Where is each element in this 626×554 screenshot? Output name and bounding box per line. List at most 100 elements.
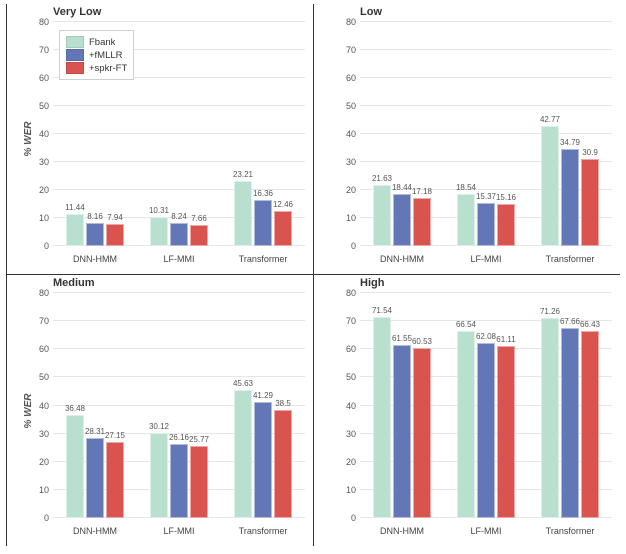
y-tick: 10 <box>338 485 356 495</box>
y-tick: 60 <box>31 73 49 83</box>
panel-high: High0102030405060708071.5461.5560.5366.5… <box>313 275 620 546</box>
bar-value-label: 17.18 <box>412 187 432 196</box>
panel-title: Medium <box>53 277 95 289</box>
bar: 34.79 <box>561 149 579 246</box>
bar: 27.15 <box>106 442 124 518</box>
y-tick: 80 <box>338 17 356 27</box>
y-tick: 40 <box>338 401 356 411</box>
y-tick: 60 <box>31 344 49 354</box>
bar: 7.66 <box>190 225 208 246</box>
y-tick: 30 <box>338 157 356 167</box>
legend: Fbank+fMLLR+spkr-FT <box>59 30 134 80</box>
y-tick: 80 <box>31 17 49 27</box>
bar: 66.43 <box>581 331 599 518</box>
bar-group: 36.4828.3127.15 <box>53 293 137 518</box>
bar-value-label: 23.21 <box>233 170 253 179</box>
bar-value-label: 25.77 <box>189 435 209 444</box>
y-tick: 40 <box>31 129 49 139</box>
bar-value-label: 71.54 <box>372 306 392 315</box>
bar-group: 21.6318.4417.18 <box>360 22 444 246</box>
bar-group: 30.1226.1625.77 <box>137 293 221 518</box>
bar-value-label: 16.36 <box>253 189 273 198</box>
y-tick: 0 <box>31 513 49 523</box>
y-tick: 40 <box>338 129 356 139</box>
y-tick: 20 <box>338 457 356 467</box>
y-axis-ticks: 01020304050607080 <box>340 293 358 518</box>
y-tick: 50 <box>31 101 49 111</box>
x-axis-ticks: DNN-HMMLF-MMITransformer <box>53 254 305 264</box>
bar: 25.77 <box>190 446 208 518</box>
y-tick: 20 <box>31 185 49 195</box>
bar: 8.16 <box>86 223 104 246</box>
bar: 62.08 <box>477 343 495 518</box>
x-tick: Transformer <box>221 526 305 536</box>
y-tick: 10 <box>31 485 49 495</box>
y-tick: 70 <box>338 316 356 326</box>
bar-group: 18.5415.3715.16 <box>444 22 528 246</box>
panel-title: High <box>360 277 384 289</box>
bar-group: 23.21 16.3612.46 <box>221 22 305 246</box>
bar-value-label: 12.46 <box>273 200 293 209</box>
plot-area: 71.5461.5560.5366.5462.0861.1171.2667.66… <box>360 293 612 518</box>
panel-medium: Medium% WER0102030405060708036.4828.3127… <box>6 275 313 546</box>
y-tick: 60 <box>338 344 356 354</box>
bar-group: 42.7734.7930.9 <box>528 22 612 246</box>
y-tick: 70 <box>31 45 49 55</box>
bar-value-label: 8.24 <box>171 212 187 221</box>
panel-low: Low0102030405060708021.6318.4417.1818.54… <box>313 4 620 275</box>
y-tick: 0 <box>338 241 356 251</box>
bar: 28.31 <box>86 438 104 518</box>
bar: 30.12 <box>150 433 168 518</box>
bar-value-label: 8.16 <box>87 212 103 221</box>
bar-value-label: 66.54 <box>456 320 476 329</box>
y-tick: 70 <box>31 316 49 326</box>
y-axis-ticks: 01020304050607080 <box>340 22 358 246</box>
bar-value-label: 67.66 <box>560 317 580 326</box>
y-tick: 80 <box>338 288 356 298</box>
y-tick: 40 <box>31 401 49 411</box>
x-axis-ticks: DNN-HMMLF-MMITransformer <box>360 254 612 264</box>
bar: 7.94 <box>106 224 124 246</box>
bar-value-label: 27.15 <box>105 431 125 440</box>
bar: 30.9 <box>581 159 599 246</box>
y-tick: 0 <box>338 513 356 523</box>
bar-value-label: 18.54 <box>456 183 476 192</box>
y-axis-ticks: 01020304050607080 <box>33 293 51 518</box>
bar-group: 66.54 62.0861.11 <box>444 293 528 518</box>
x-axis-ticks: DNN-HMMLF-MMITransformer <box>53 526 305 536</box>
bar-value-label: 36.48 <box>65 404 85 413</box>
y-tick: 60 <box>338 73 356 83</box>
y-tick: 80 <box>31 288 49 298</box>
legend-item: +spkr-FT <box>66 62 127 74</box>
y-tick: 20 <box>338 185 356 195</box>
bar-value-label: 10.31 <box>149 206 169 215</box>
bar-value-label: 18.44 <box>392 183 412 192</box>
bar-value-label: 45.63 <box>233 379 253 388</box>
bar: 36.48 <box>66 415 84 518</box>
bar: 18.54 <box>457 194 475 246</box>
bar: 8.24 <box>170 223 188 246</box>
bar-value-label: 61.55 <box>392 334 412 343</box>
bar-value-label: 38.5 <box>275 399 291 408</box>
bar: 71.54 <box>373 317 391 518</box>
bar-value-label: 21.63 <box>372 174 392 183</box>
bar: 26.16 <box>170 444 188 518</box>
x-tick: DNN-HMM <box>360 526 444 536</box>
bar-value-label: 60.53 <box>412 337 432 346</box>
bar: 15.16 <box>497 204 515 246</box>
bar-group: 71.2667.6666.43 <box>528 293 612 518</box>
y-tick: 50 <box>338 372 356 382</box>
bar-group: 45.6341.2938.5 <box>221 293 305 518</box>
bar-group: 71.5461.5560.53 <box>360 293 444 518</box>
bar-value-label: 30.12 <box>149 422 169 431</box>
bar: 61.55 <box>393 345 411 518</box>
y-tick: 10 <box>338 213 356 223</box>
bar: 17.18 <box>413 198 431 246</box>
bar: 11.44 <box>66 214 84 246</box>
x-tick: DNN-HMM <box>53 254 137 264</box>
y-tick: 30 <box>31 429 49 439</box>
bar-value-label: 71.26 <box>540 307 560 316</box>
bar: 60.53 <box>413 348 431 518</box>
bar-value-label: 61.11 <box>496 335 515 344</box>
bar-value-label: 66.43 <box>580 320 600 329</box>
